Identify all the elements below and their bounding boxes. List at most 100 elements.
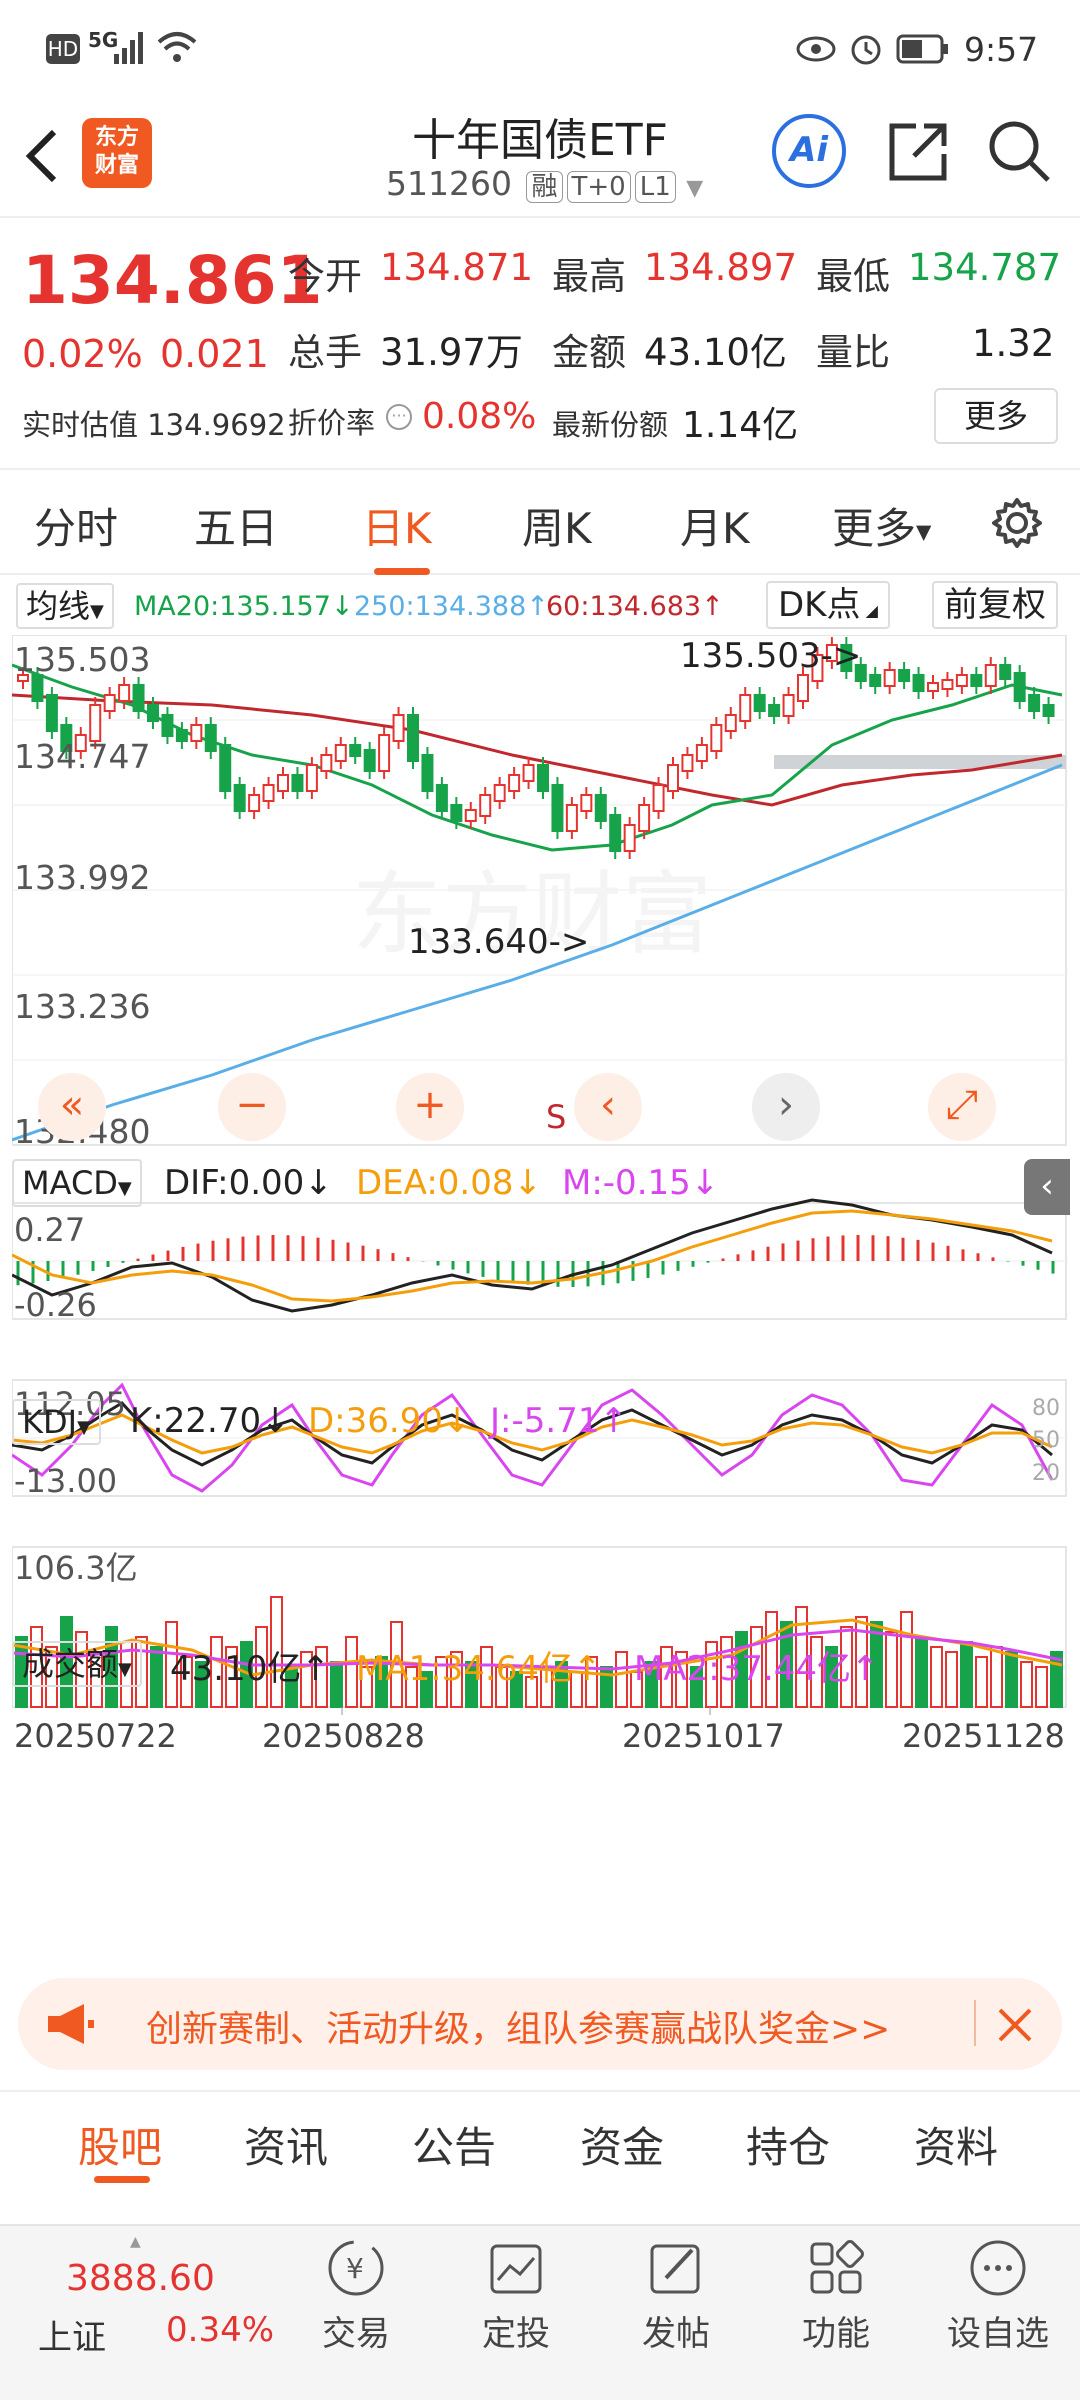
iopv-row: 实时估值 134.9692	[22, 402, 286, 444]
eye-icon	[796, 36, 836, 62]
volume-bar	[1050, 1651, 1063, 1708]
dif-label: DIF:0.00↓	[164, 1163, 333, 1203]
tab-funds[interactable]: 资金	[580, 2123, 665, 2172]
promo-banner[interactable]: 创新赛制、活动升级，组队参赛赢战队奖金>>	[18, 1978, 1062, 2070]
candle-body	[450, 804, 463, 822]
kdj-select-label: KDJ	[22, 1403, 78, 1441]
search-icon[interactable]	[986, 118, 1052, 184]
ai-button[interactable]: Ai	[772, 114, 846, 188]
bottom-nav: ▲ 3888.60 上证 0.34% ¥ 交易 定投 发帖 功能 设自选	[0, 2224, 1080, 2400]
expand-icon[interactable]: ▲	[130, 2234, 141, 2250]
kdj-select[interactable]: KDJ▼	[12, 1399, 101, 1445]
nav-functions[interactable]: 功能	[766, 2236, 906, 2355]
tab-weekly-k[interactable]: 周K	[522, 504, 592, 553]
tab-news[interactable]: 资讯	[244, 2123, 329, 2172]
zoom-out-button[interactable]: −	[218, 1073, 286, 1141]
candle-body	[695, 744, 708, 762]
chart-area: 均线▼ MA20:135.157↓ 250:134.388↑ 60:134.68…	[0, 575, 1080, 1895]
dk-point-button[interactable]: DK点 ◢	[766, 581, 890, 629]
candle-body	[493, 784, 506, 802]
volume-bar	[765, 1611, 778, 1708]
prev-button[interactable]: ‹	[574, 1073, 642, 1141]
candle-body	[681, 754, 694, 772]
j-label: J:-5.71↑	[490, 1401, 628, 1441]
tab-five-day[interactable]: 五日	[194, 504, 279, 553]
more-button[interactable]: 更多	[934, 388, 1058, 444]
rewind-button[interactable]: «	[38, 1073, 106, 1141]
vol-ma2-line	[12, 1628, 1063, 1671]
gear-icon[interactable]	[990, 496, 1044, 550]
kline-chart[interactable]: 东方财富 135.503-> 133.640-> S 135.503 134.7…	[12, 635, 1068, 1895]
volume-bar	[435, 1656, 448, 1708]
ma-select[interactable]: 均线▼	[16, 583, 114, 629]
tab-intraday[interactable]: 分时	[34, 504, 119, 553]
index-pct[interactable]: 0.34%	[166, 2310, 275, 2350]
volume-panel-frame	[12, 1546, 1067, 1708]
tab-announcements[interactable]: 公告	[412, 2123, 497, 2172]
candle-body	[652, 784, 665, 812]
nav-trade[interactable]: ¥ 交易	[286, 2236, 426, 2355]
adjust-button[interactable]: 前复权	[932, 581, 1058, 629]
volume-bar	[210, 1636, 223, 1708]
volume-bar	[615, 1651, 628, 1708]
index-value[interactable]: 3888.60	[66, 2258, 215, 2299]
collapse-panel-button[interactable]: ‹	[1024, 1159, 1070, 1215]
fullscreen-button[interactable]: ⤢	[928, 1073, 996, 1141]
banner-text: 创新赛制、活动升级，组队参赛赢战队奖金>>	[146, 2009, 891, 2050]
date-label: 20251128	[902, 1717, 1065, 1755]
more-info-icon[interactable]: ···	[386, 404, 412, 430]
nav-add-watchlist[interactable]: 设自选	[928, 2236, 1068, 2355]
y-label: 133.236	[14, 987, 150, 1026]
tab-more[interactable]: 更多▼	[832, 495, 931, 556]
vol-top-label: 106.3亿	[14, 1549, 138, 1587]
change-value: 0.021	[160, 332, 269, 376]
tab-monthly-k[interactable]: 月K	[680, 504, 750, 553]
volume-bar	[465, 1661, 478, 1708]
caret-down-icon: ▼	[916, 519, 932, 544]
candle-body	[768, 704, 781, 717]
tab-daily-k[interactable]: 日K	[362, 504, 432, 553]
code-row: 511260 融 T+0 L1 ▼	[386, 164, 703, 203]
close-icon[interactable]	[996, 2006, 1034, 2044]
candle-body	[31, 674, 44, 702]
tab-more-label: 更多	[832, 504, 917, 553]
back-arrow-icon[interactable]	[20, 126, 64, 186]
volume-bar	[750, 1626, 763, 1708]
candle-body	[869, 674, 882, 687]
active-tab-indicator	[374, 568, 430, 575]
alarm-icon	[851, 35, 881, 65]
volume-bar	[75, 1631, 88, 1708]
tab-profile[interactable]: 资料	[914, 2123, 999, 2172]
candle-body	[883, 669, 896, 687]
candle-body	[349, 744, 362, 757]
volume-select[interactable]: 成交额▼	[12, 1641, 142, 1687]
network-label: 5G	[88, 28, 119, 52]
candle-body	[248, 794, 261, 812]
nav-post[interactable]: 发帖	[606, 2236, 746, 2355]
zoom-in-button[interactable]: +	[396, 1073, 464, 1141]
volume-bar	[945, 1651, 958, 1708]
candle-body	[941, 679, 954, 690]
tab-forum[interactable]: 股吧	[78, 2123, 163, 2172]
candle-body	[753, 694, 766, 712]
y-label: 133.992	[14, 858, 150, 897]
tab-holdings[interactable]: 持仓	[746, 2123, 831, 2172]
volume-bar	[1035, 1666, 1048, 1708]
share-icon[interactable]	[886, 120, 950, 184]
candle-body	[551, 784, 564, 832]
macd-select[interactable]: MACD▼	[12, 1159, 142, 1207]
chevron-down-icon[interactable]: ▼	[686, 176, 704, 201]
index-name[interactable]: 上证	[38, 2318, 106, 2358]
volume-bar	[885, 1631, 898, 1708]
volume-bar	[510, 1671, 523, 1708]
volume-bar	[345, 1636, 358, 1708]
megaphone-icon	[48, 2004, 94, 2044]
next-button[interactable]: ›	[752, 1073, 820, 1141]
logo-text: 东方	[94, 125, 139, 150]
nav-fixed-invest[interactable]: 定投	[446, 2236, 586, 2355]
candle-body	[233, 784, 246, 812]
more-dots-icon	[970, 2240, 1026, 2296]
d-label: D:36.90↓	[308, 1401, 472, 1441]
date-label: 20250828	[262, 1717, 425, 1755]
low-value: 134.787	[908, 246, 1062, 289]
